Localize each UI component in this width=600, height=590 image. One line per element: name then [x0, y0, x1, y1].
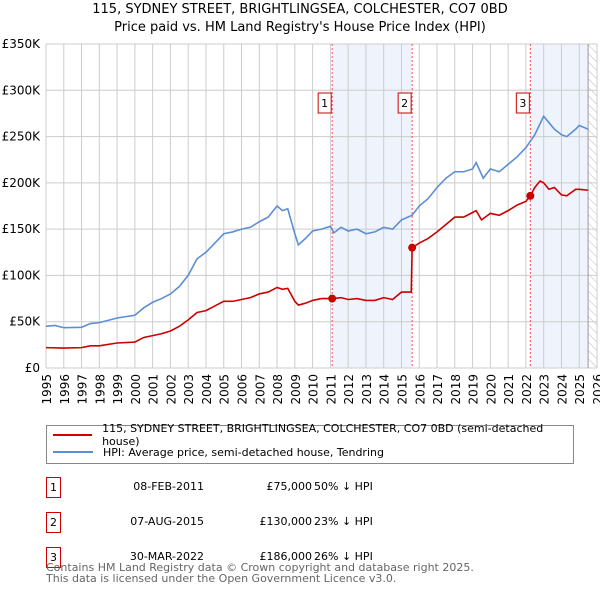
legend: 115, SYDNEY STREET, BRIGHTLINGSEA, COLCH…	[46, 422, 574, 464]
x-tick-label: 2004	[200, 374, 214, 405]
x-tick-label: 2013	[360, 374, 374, 405]
x-tick-label: 2001	[147, 374, 161, 405]
x-tick-label: 2014	[378, 374, 392, 405]
hpi-line	[45, 114, 589, 329]
y-tick-label: £350K	[2, 37, 42, 51]
x-tick-label: 2026	[591, 374, 600, 405]
x-tick-label: 1998	[93, 374, 107, 405]
sale-row: 3 30-MAR-2022 £186,000 26% ↓ HPI	[46, 547, 546, 568]
sale-price: £186,000	[259, 550, 313, 563]
legend-item-property: 115, SYDNEY STREET, BRIGHTLINGSEA, COLCH…	[53, 422, 573, 448]
legend-item-hpi: HPI: Average price, semi-detached house,…	[53, 444, 384, 460]
x-tick-label: 2019	[467, 374, 481, 405]
sale-number: 2	[46, 512, 61, 533]
sale-hpi-diff: 50% ↓ HPI	[314, 480, 373, 493]
x-tick-label: 1995	[40, 374, 54, 405]
sale-point	[328, 294, 337, 303]
legend-label: 115, SYDNEY STREET, BRIGHTLINGSEA, COLCH…	[102, 422, 544, 448]
x-tick-label: 2023	[538, 374, 552, 405]
chart-title: 115, SYDNEY STREET, BRIGHTLINGSEA, COLCH…	[92, 2, 508, 17]
x-tick-label: 2016	[413, 374, 427, 405]
sale-price: £130,000	[259, 515, 313, 528]
sale-hpi-diff: 26% ↓ HPI	[314, 550, 373, 563]
x-tick-label: 2024	[555, 374, 569, 405]
x-tick-label: 2003	[182, 374, 196, 405]
sale-price: £75,000	[266, 480, 313, 493]
sale-marker-box	[397, 92, 412, 114]
chart-subtitle: Price paid vs. HM Land Registry's House …	[114, 20, 486, 35]
sale-date: 07-AUG-2015	[130, 515, 204, 528]
sale-number: 3	[46, 547, 61, 568]
x-tick-label: 2006	[236, 374, 250, 405]
y-tick-label: £50K	[9, 315, 41, 329]
y-tick-label: £0	[25, 361, 40, 375]
footer-copyright: Contains HM Land Registry data © Crown c…	[46, 561, 474, 574]
sale-hpi-diff: 23% ↓ HPI	[314, 515, 373, 528]
sale-point	[408, 243, 417, 252]
sale-marker-label: 1	[321, 97, 328, 110]
x-tick-label: 1999	[111, 374, 125, 405]
y-tick-label: £150K	[2, 222, 42, 236]
legend-swatch-red	[53, 434, 93, 436]
sale-number: 1	[46, 477, 61, 498]
x-tick-label: 2011	[324, 374, 338, 405]
price-chart: 1995 1996 1997 1998 1999 2000 2001 2002 2003 2004…	[2, 37, 600, 405]
sale-marker-label: 2	[401, 97, 408, 110]
x-tick-label: 2012	[342, 374, 356, 405]
price-paid-line	[45, 179, 589, 349]
x-tick-label: 2017	[431, 374, 445, 405]
y-tick-label: £100K	[2, 268, 42, 282]
sale-date: 08-FEB-2011	[133, 480, 204, 493]
y-tick-label: £250K	[2, 130, 42, 144]
y-tick-label: £200K	[2, 176, 42, 190]
x-tick-label: 2022	[520, 374, 534, 405]
sale-date: 30-MAR-2022	[129, 550, 204, 563]
shaded-period	[530, 44, 589, 368]
legend-label: HPI: Average price, semi-detached house,…	[103, 445, 384, 459]
x-tick-label: 1997	[76, 374, 90, 405]
x-tick-label: 1996	[58, 374, 72, 405]
sale-row: 2 07-AUG-2015 £130,000 23% ↓ HPI	[46, 512, 546, 533]
x-tick-label: 2005	[218, 374, 232, 405]
x-tick-label: 2008	[271, 374, 285, 405]
legend-swatch-blue	[53, 451, 93, 453]
x-tick-label: 2002	[164, 374, 178, 405]
x-tick-label: 2018	[449, 374, 463, 405]
sale-marker-label: 3	[519, 97, 526, 110]
x-tick-label: 2025	[573, 374, 587, 405]
x-tick-label: 2015	[395, 374, 409, 405]
sale-row: 1 08-FEB-2011 £75,000 50% ↓ HPI	[46, 477, 546, 498]
sale-point	[526, 191, 535, 200]
x-tick-label: 2009	[289, 374, 303, 405]
x-tick-label: 2021	[502, 374, 516, 405]
x-tick-label: 2020	[484, 374, 498, 405]
y-tick-label: £300K	[2, 83, 42, 97]
x-tick-label: 2007	[253, 374, 267, 405]
footer-licence: This data is licensed under the Open Gov…	[46, 572, 397, 585]
forecast-hatch	[588, 44, 597, 368]
sale-marker-box	[317, 92, 332, 114]
x-tick-label: 2000	[129, 374, 143, 405]
x-tick-label: 2010	[307, 374, 321, 405]
sale-marker-box	[515, 92, 530, 114]
